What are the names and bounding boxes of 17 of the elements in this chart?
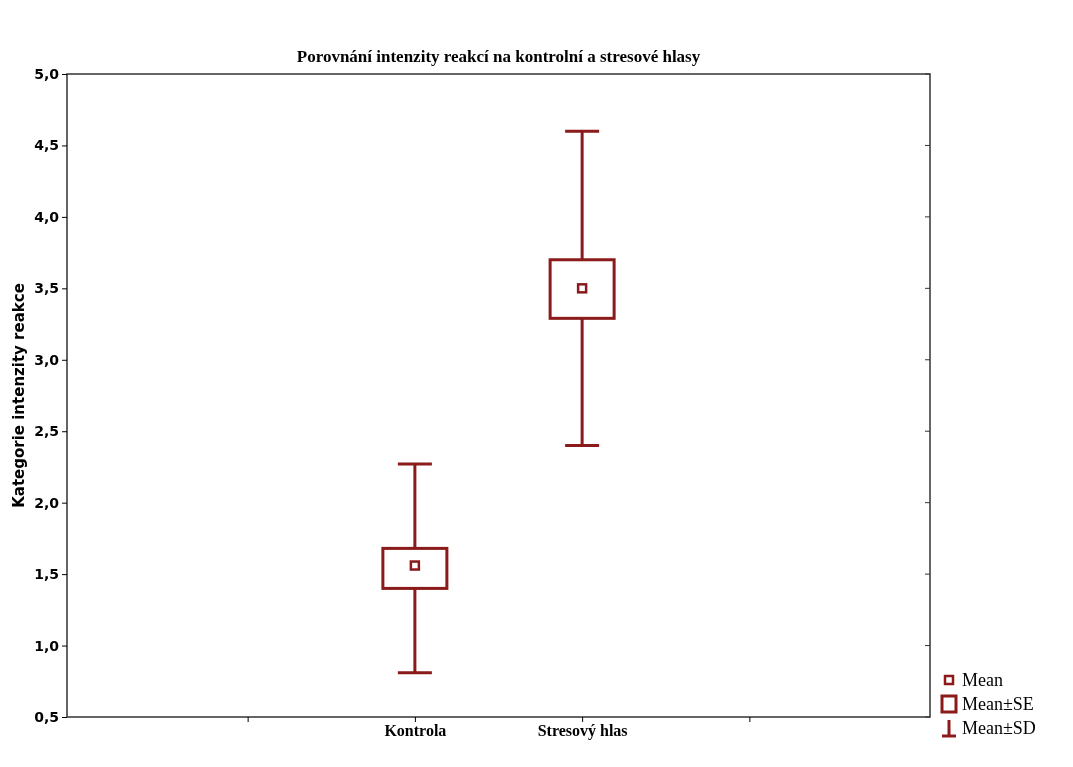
x-tick-label: Stresový hlas xyxy=(537,722,628,741)
y-tick-label: 3,5 xyxy=(34,280,59,297)
legend-label: Mean±SD xyxy=(962,718,1036,738)
x-tick-label: Kontrola xyxy=(384,722,447,740)
y-tick-label: 2,5 xyxy=(34,423,59,440)
y-tick-label: 4,5 xyxy=(34,137,59,154)
y-tick-label: 1,5 xyxy=(34,566,59,583)
chart-title: Porovnání intenzity reakcí na kontrolní a stresové hlasy xyxy=(296,47,701,66)
legend-label: Mean xyxy=(962,670,1003,690)
legend-label: Mean±SE xyxy=(962,694,1034,714)
y-tick-label: 4,0 xyxy=(34,208,60,225)
y-tick-label: 2,0 xyxy=(34,494,60,511)
y-axis-title: Kategorie intenzity reakce xyxy=(10,283,28,508)
y-tick-label: 1,0 xyxy=(34,637,60,654)
y-tick-label: 0,5 xyxy=(34,708,59,725)
y-tick-label: 3,0 xyxy=(34,351,60,368)
y-tick-label: 5,0 xyxy=(34,65,60,82)
